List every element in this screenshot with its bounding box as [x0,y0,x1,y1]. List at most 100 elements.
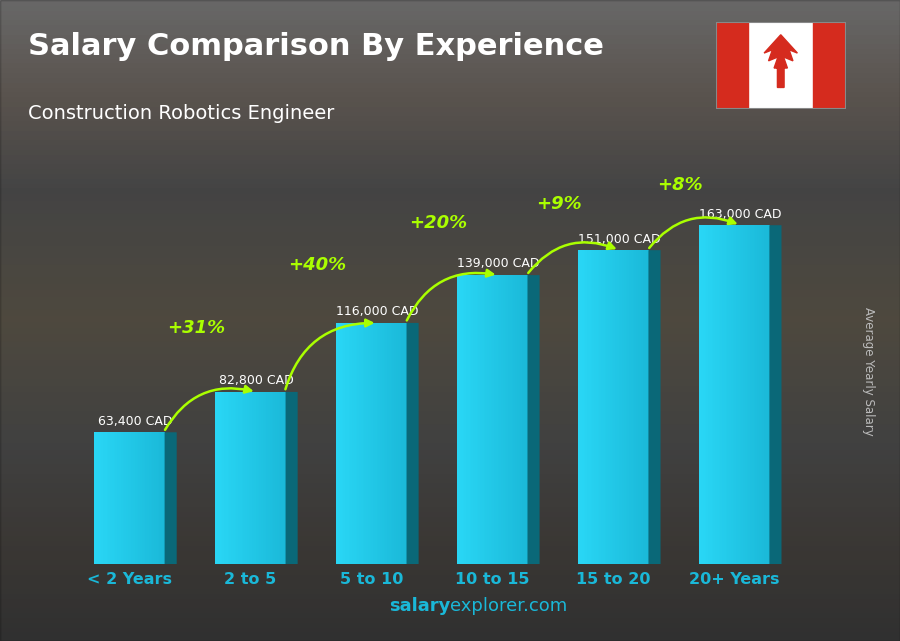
Polygon shape [165,432,176,564]
Bar [712,225,714,564]
Bar [631,250,633,564]
Bar [259,392,261,564]
Bar [0,192,900,199]
Bar [284,392,285,564]
Bar [156,432,158,564]
Bar [0,554,900,559]
Bar [0,96,900,101]
Bar [0,588,900,593]
Bar [124,432,126,564]
Bar [144,432,146,564]
Bar [224,392,226,564]
Bar [130,432,131,564]
Text: 116,000 CAD: 116,000 CAD [337,305,419,319]
Polygon shape [285,392,298,564]
Bar [590,250,592,564]
Bar [703,225,705,564]
Bar [477,275,479,564]
Bar [759,225,760,564]
Bar [0,91,900,96]
Bar [0,612,900,617]
Bar [112,432,114,564]
Bar [0,72,900,77]
Bar [0,282,900,288]
Polygon shape [527,275,540,564]
Bar [0,359,900,365]
Bar [0,458,900,463]
Bar [0,526,900,531]
Bar [463,275,464,564]
Bar [483,275,485,564]
Bar [0,19,900,24]
Bar [237,392,239,564]
Text: 151,000 CAD: 151,000 CAD [578,233,661,246]
Bar [608,250,610,564]
Bar [752,225,753,564]
Bar [359,323,361,564]
Bar [705,225,706,564]
Bar [0,497,900,501]
Bar [0,24,900,29]
Bar [579,250,580,564]
Bar [0,115,900,121]
Bar [764,225,766,564]
Bar [220,392,222,564]
Bar [580,250,582,564]
Bar [0,512,900,516]
Bar [473,275,475,564]
Bar [500,275,501,564]
Bar [337,323,338,564]
Text: salary: salary [389,597,450,615]
Bar [699,225,701,564]
Bar [0,0,900,4]
Bar [766,225,768,564]
Bar [139,432,140,564]
Bar [716,225,719,564]
Bar [268,392,270,564]
Bar [274,392,275,564]
Bar [743,225,745,564]
Bar [117,432,119,564]
Bar [517,275,518,564]
Bar [524,275,526,564]
Bar [0,169,900,173]
Polygon shape [770,225,781,564]
Bar [522,275,524,564]
Bar [605,250,607,564]
Bar [768,225,769,564]
Bar [366,323,368,564]
Bar [109,432,111,564]
Bar [0,14,900,19]
Bar [396,323,398,564]
Bar [0,378,900,385]
Bar [708,225,710,564]
Text: +9%: +9% [536,195,581,213]
Bar [275,392,277,564]
Text: 139,000 CAD: 139,000 CAD [457,258,540,271]
Bar [0,622,900,627]
Bar [0,4,900,10]
Bar [0,516,900,520]
Bar [392,323,394,564]
Bar [0,385,900,391]
Bar [0,10,900,14]
Bar [596,250,598,564]
Bar [0,224,900,231]
Bar [277,392,279,564]
Bar [377,323,379,564]
Bar [762,225,764,564]
Bar [627,250,629,564]
Bar [468,275,470,564]
Bar [716,22,748,109]
Bar [379,323,381,564]
Bar [520,275,522,564]
Polygon shape [407,323,418,564]
Bar [0,188,900,192]
Bar [240,392,242,564]
Bar [215,392,217,564]
Bar [0,183,900,188]
Bar [0,121,900,125]
Bar [0,608,900,612]
Bar [507,275,508,564]
Bar [0,81,900,87]
